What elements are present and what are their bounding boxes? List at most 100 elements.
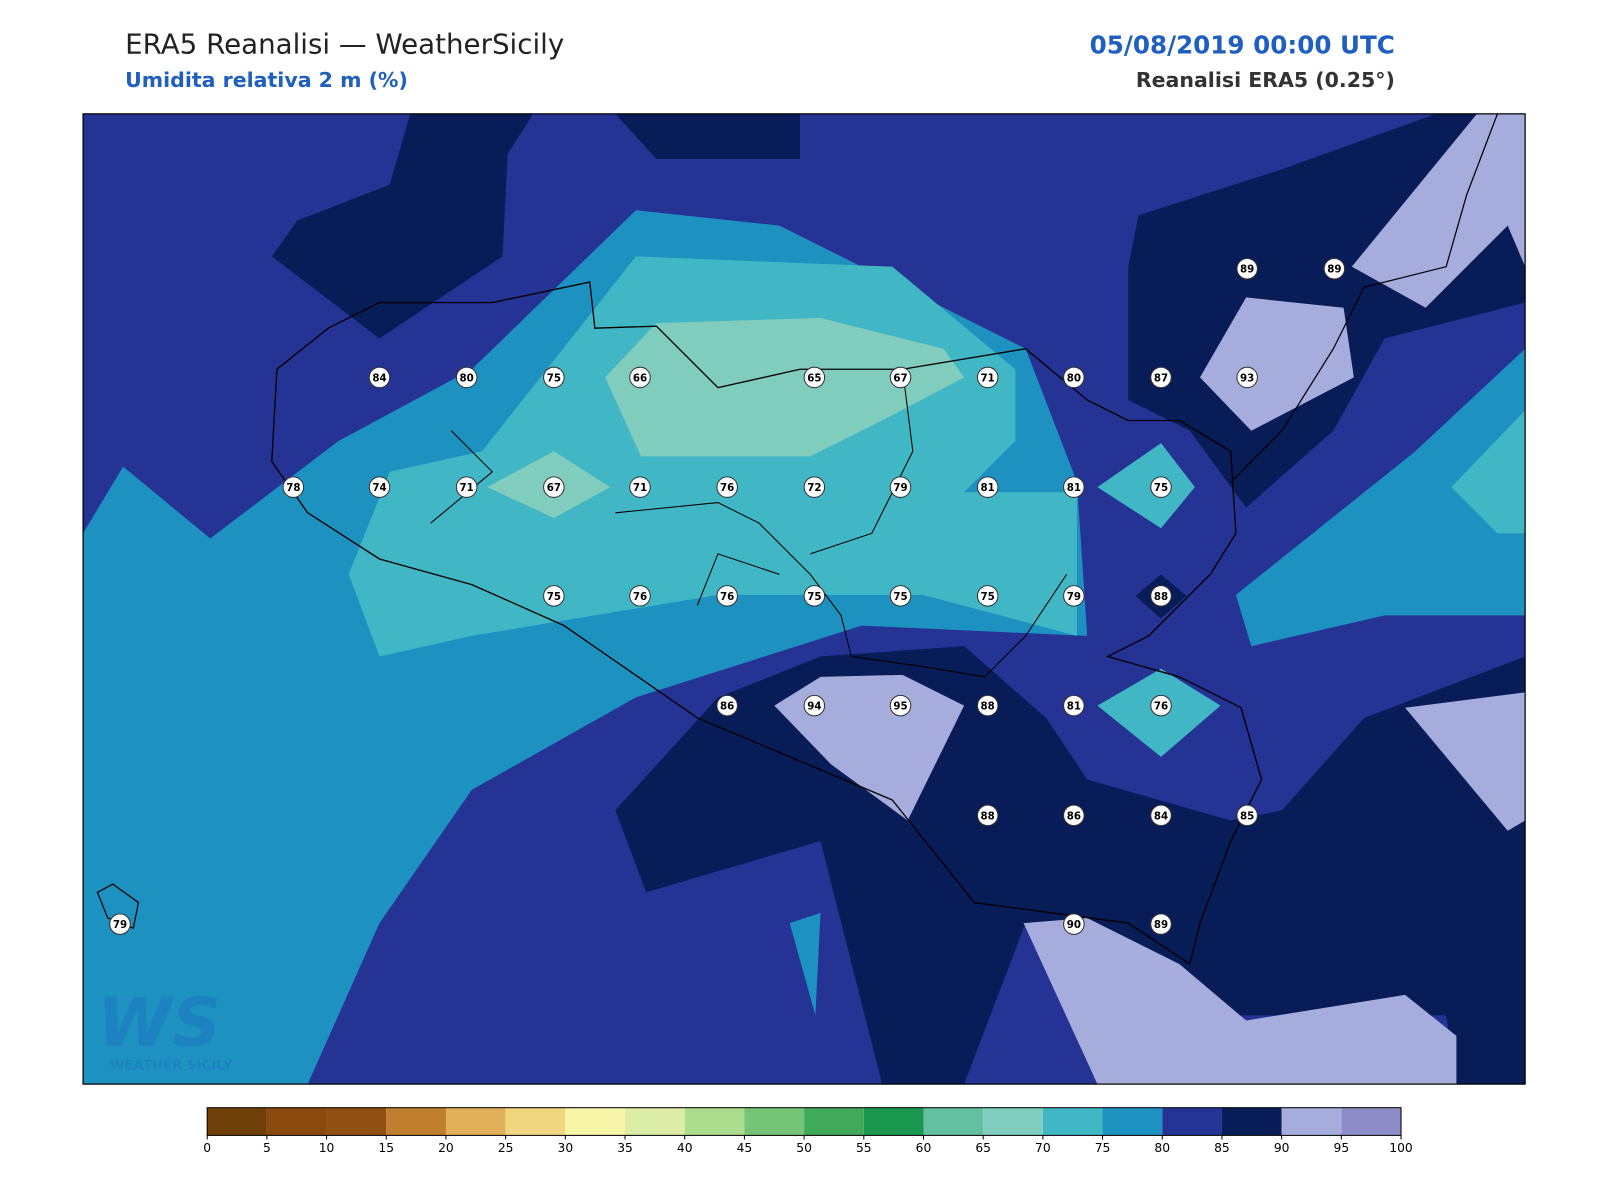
colorbar-tick-label: 45: [737, 1141, 753, 1155]
station-value: 87: [1154, 372, 1168, 384]
station-marker: [1063, 694, 1085, 717]
station-value: 76: [720, 482, 734, 494]
station-value: 86: [1067, 810, 1081, 822]
stations: 89 89 84 80 75 66 65 67 71 80 87 93 78 74 71 67 71 76 72 79…: [109, 257, 1346, 935]
station-marker: [803, 694, 826, 717]
colorbar-bin: [386, 1107, 446, 1136]
band: [1351, 113, 1526, 308]
colorbar-bin: [565, 1107, 626, 1136]
colorbar-tick-label: 0: [203, 1141, 211, 1155]
station-value: 88: [981, 701, 995, 713]
map-frame: [82, 113, 1526, 1085]
band: [605, 317, 965, 457]
contours: [83, 113, 1526, 1085]
band: [615, 113, 800, 159]
station-value: 89: [1240, 264, 1254, 276]
colorbar-tick-label: 100: [1389, 1141, 1412, 1155]
colorbar-tick-label: 15: [378, 1141, 394, 1155]
colorbar-tick-label: 70: [1035, 1141, 1051, 1155]
coastline: [271, 281, 1263, 966]
station-value: 76: [1154, 701, 1168, 713]
station-marker: [1063, 913, 1085, 935]
station-marker: [1236, 366, 1258, 389]
colorbar-tick-label: 80: [1154, 1141, 1170, 1155]
station-marker: [1063, 804, 1085, 827]
station-marker: [629, 585, 651, 607]
source: Reanalisi ERA5 (0.25°): [1136, 68, 1395, 92]
colorbar-bin: [863, 1107, 924, 1136]
coastline: [1230, 113, 1499, 483]
station-value: 93: [1240, 372, 1254, 384]
station-value: 75: [547, 372, 561, 384]
colorbar-tick-label: 65: [975, 1141, 991, 1155]
colorbar-bin: [1162, 1107, 1222, 1136]
station-marker: [803, 366, 826, 389]
title: ERA5 Reanalisi — WeatherSicily: [125, 27, 564, 60]
colorbar-bin: [1042, 1107, 1103, 1136]
station-value: 78: [286, 482, 300, 494]
station-marker: [1150, 804, 1172, 827]
station-marker: [1236, 804, 1258, 827]
station-value: 74: [372, 482, 386, 494]
station-marker: [282, 476, 305, 498]
boundary: [430, 369, 1068, 678]
station-value: 84: [1154, 810, 1168, 822]
colorbar-tick-label: 95: [1334, 1141, 1350, 1155]
station-value: 81: [981, 482, 995, 494]
station-marker: [1150, 694, 1172, 717]
station-value: 67: [893, 372, 907, 384]
station-value: 67: [547, 482, 561, 494]
band: [1405, 692, 1526, 831]
station-marker: [368, 476, 391, 498]
station-marker: [368, 366, 391, 389]
station-value: 95: [893, 701, 907, 713]
colorbar-tick-label: 30: [558, 1141, 574, 1155]
station-value: 81: [1067, 482, 1081, 494]
station-value: 84: [372, 372, 386, 384]
station-value: 86: [720, 701, 734, 713]
band: [1097, 443, 1195, 529]
colorbar-tick-label: 20: [438, 1141, 454, 1155]
station-value: 79: [1067, 591, 1081, 603]
station-value: 75: [1154, 482, 1168, 494]
station-marker: [889, 585, 912, 607]
date: 05/08/2019 00:00 UTC: [1090, 30, 1395, 59]
station-marker: [1063, 585, 1085, 607]
colorbar-tick-label: 85: [1214, 1141, 1230, 1155]
station-value: 75: [981, 591, 995, 603]
colorbar-tick-label: 75: [1095, 1141, 1111, 1155]
colorbar-tick-label: 25: [498, 1141, 514, 1155]
station-marker: [543, 585, 565, 607]
band: [271, 113, 534, 339]
colorbar-bin: [1341, 1107, 1402, 1136]
colorbar-bin: [684, 1107, 745, 1136]
colorbar-bin: [207, 1107, 267, 1136]
colorbar-tick-label: 35: [617, 1141, 633, 1155]
station-marker: [1150, 913, 1172, 935]
station-marker: [455, 476, 478, 498]
band: [1023, 917, 1457, 1085]
station-marker: [976, 694, 999, 717]
colorbar-tick-label: 50: [796, 1141, 812, 1155]
station-value: 88: [981, 810, 995, 822]
station-value: 75: [547, 591, 561, 603]
colorbar-bin: [1102, 1107, 1163, 1136]
colorbar-bin: [804, 1107, 864, 1136]
station-value: 79: [113, 919, 127, 931]
colorbar-bin: [1221, 1107, 1282, 1136]
colorbar-bin: [266, 1107, 327, 1136]
station-value: 71: [633, 482, 647, 494]
station-value: 94: [807, 701, 821, 713]
station-marker: [889, 476, 912, 498]
station-marker: [1063, 366, 1085, 389]
colorbar-bin: [744, 1107, 805, 1136]
station-marker: [1236, 257, 1258, 280]
station-value: 71: [981, 372, 995, 384]
band: [1451, 410, 1526, 534]
station-marker: [803, 476, 826, 498]
station-marker: [455, 366, 478, 389]
station-value: 80: [1067, 372, 1081, 384]
station-marker: [716, 476, 738, 498]
colorbar-bin: [326, 1107, 387, 1136]
station-value: 79: [893, 482, 907, 494]
